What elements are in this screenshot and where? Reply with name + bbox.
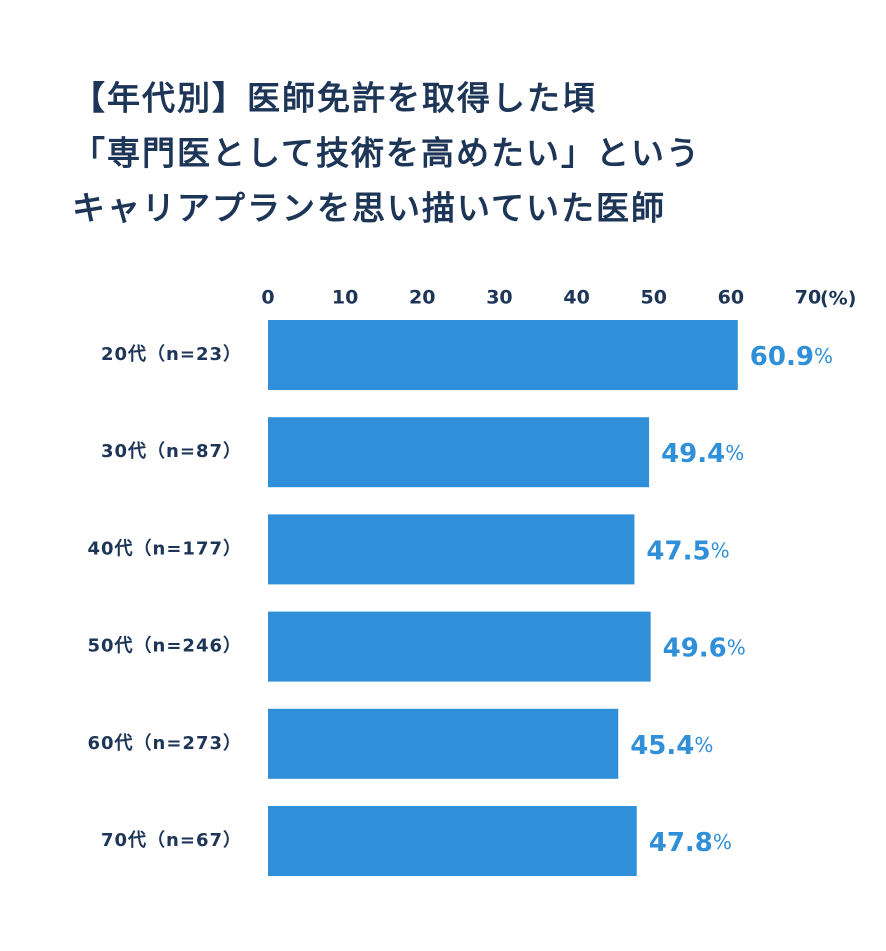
- x-tick-label: 20: [409, 287, 435, 309]
- value-number: 47.5: [646, 536, 710, 566]
- category-label: 50代（n=246）: [87, 636, 242, 657]
- bar: [268, 514, 635, 585]
- value-unit: %: [711, 538, 730, 562]
- value-unit: %: [713, 830, 732, 854]
- value-label: 49.4%: [661, 439, 744, 469]
- chart-title: キャリアプランを思い描いていた医師: [72, 189, 666, 228]
- value-number: 45.4: [630, 730, 694, 760]
- x-tick-label: 50: [640, 287, 666, 309]
- x-unit: (%): [820, 288, 856, 310]
- value-unit: %: [727, 635, 746, 659]
- value-unit: %: [694, 732, 713, 756]
- category-label: 60代（n=273）: [87, 733, 242, 754]
- chart-title: 「専門医として技術を高めたい」という: [72, 134, 701, 173]
- value-label: 47.8%: [649, 828, 732, 858]
- bar: [268, 708, 619, 779]
- bar: [268, 417, 650, 488]
- x-tick-label: 0: [261, 287, 274, 309]
- x-tick-label: 30: [486, 287, 512, 309]
- category-label: 70代（n=67）: [101, 830, 242, 851]
- x-tick-label: 70: [795, 287, 821, 309]
- value-number: 47.8: [649, 828, 713, 858]
- value-unit: %: [814, 344, 833, 368]
- value-number: 49.6: [663, 633, 727, 663]
- category-label: 30代（n=87）: [101, 441, 242, 462]
- x-tick-label: 40: [563, 287, 589, 309]
- category-label: 20代（n=23）: [101, 344, 242, 365]
- value-number: 49.4: [661, 439, 725, 469]
- value-label: 49.6%: [663, 633, 746, 663]
- value-label: 47.5%: [646, 536, 729, 566]
- bar: [268, 806, 637, 876]
- x-tick-label: 10: [332, 287, 358, 309]
- category-label: 40代（n=177）: [87, 538, 242, 559]
- value-label: 45.4%: [630, 730, 713, 760]
- value-unit: %: [725, 441, 744, 465]
- x-tick-label: 60: [718, 287, 744, 309]
- bar: [268, 320, 738, 390]
- chart-title: 【年代別】医師免許を取得した頃: [72, 79, 597, 118]
- value-number: 60.9: [750, 342, 814, 372]
- value-label: 60.9%: [750, 342, 833, 372]
- bar: [268, 611, 651, 682]
